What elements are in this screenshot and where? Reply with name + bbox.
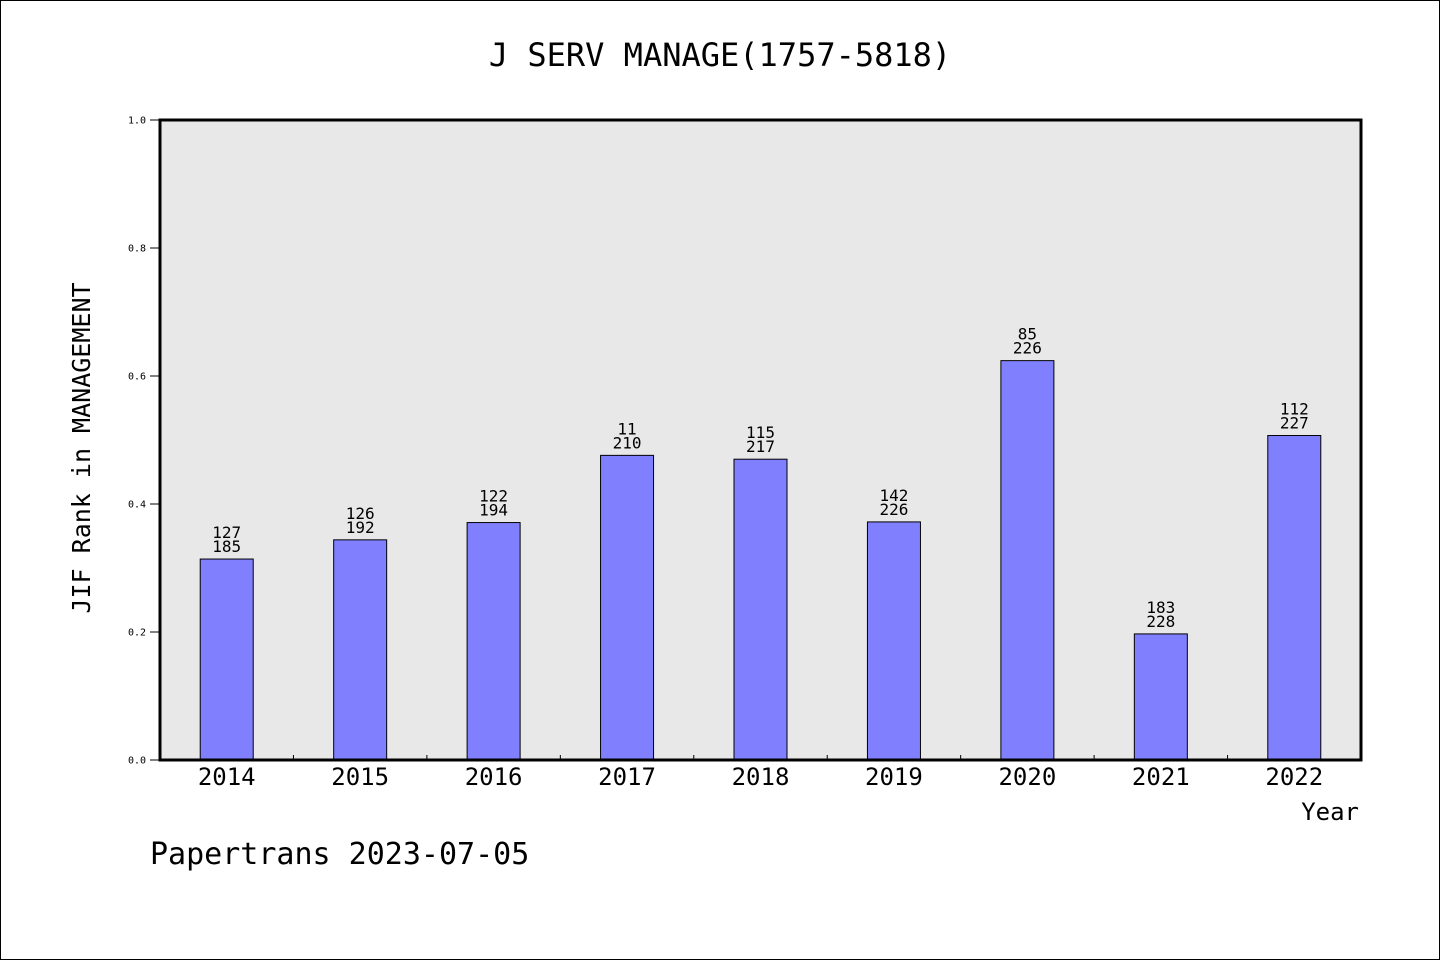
footer-text: Papertrans 2023-07-05 xyxy=(150,837,529,872)
x-tick-label: 2020 xyxy=(998,763,1056,791)
y-tick-label: 0.4 xyxy=(128,500,146,511)
bar-total-label: 217 xyxy=(746,437,775,456)
x-tick-label: 2019 xyxy=(865,763,923,791)
bar-total-label: 210 xyxy=(613,433,642,452)
bar-total-label: 226 xyxy=(1013,339,1042,358)
bar-rank-label: 183 xyxy=(1146,598,1175,617)
y-tick-label: 0.8 xyxy=(128,244,146,255)
x-axis-label: Year xyxy=(1301,798,1359,826)
bar-total-label: 226 xyxy=(879,500,908,519)
bar-total-label: 192 xyxy=(346,518,375,537)
x-tick-label: 2022 xyxy=(1265,763,1323,791)
bar-2021 xyxy=(1133,633,1188,761)
x-tick-label: 2017 xyxy=(598,763,656,791)
bar-total-label: 227 xyxy=(1280,414,1309,433)
x-tick-label: 2018 xyxy=(732,763,790,791)
y-axis-label: JIF Rank in MANAGEMENT xyxy=(67,282,96,613)
bar-2020 xyxy=(1000,360,1055,761)
x-tick-label: 2016 xyxy=(465,763,523,791)
bar-2017 xyxy=(600,454,655,761)
y-tick-label: 0.0 xyxy=(128,756,146,767)
y-tick-label: 0.2 xyxy=(128,628,146,639)
x-tick-label: 2014 xyxy=(198,763,256,791)
bar-2018 xyxy=(733,458,788,761)
bar-rank-label: 85 xyxy=(1018,325,1037,344)
x-tick-label: 2015 xyxy=(331,763,389,791)
y-tick-label: 0.6 xyxy=(128,372,146,383)
bar-rank-label: 11 xyxy=(617,419,636,438)
bar-rank-label: 142 xyxy=(879,486,908,505)
plot-border xyxy=(158,118,1363,762)
bar-rank-label: 115 xyxy=(746,423,775,442)
x-tick-label: 2021 xyxy=(1132,763,1190,791)
bar-2022 xyxy=(1267,435,1322,761)
y-tick-label: 1.0 xyxy=(128,116,146,127)
bar-total-label: 194 xyxy=(479,501,508,520)
bar-rank-label: 112 xyxy=(1280,400,1309,419)
bar-total-label: 228 xyxy=(1146,612,1175,631)
chart-title: J SERV MANAGE(1757-5818) xyxy=(489,36,951,74)
bar-rank-label: 126 xyxy=(346,504,375,523)
bar-2016 xyxy=(466,522,521,761)
bar-rank-label: 122 xyxy=(479,487,508,506)
bar-2015 xyxy=(333,539,388,761)
bar-2014 xyxy=(199,558,254,761)
bar-total-label: 185 xyxy=(212,537,241,556)
bar-2019 xyxy=(866,521,921,761)
bar-rank-label: 127 xyxy=(212,523,241,542)
